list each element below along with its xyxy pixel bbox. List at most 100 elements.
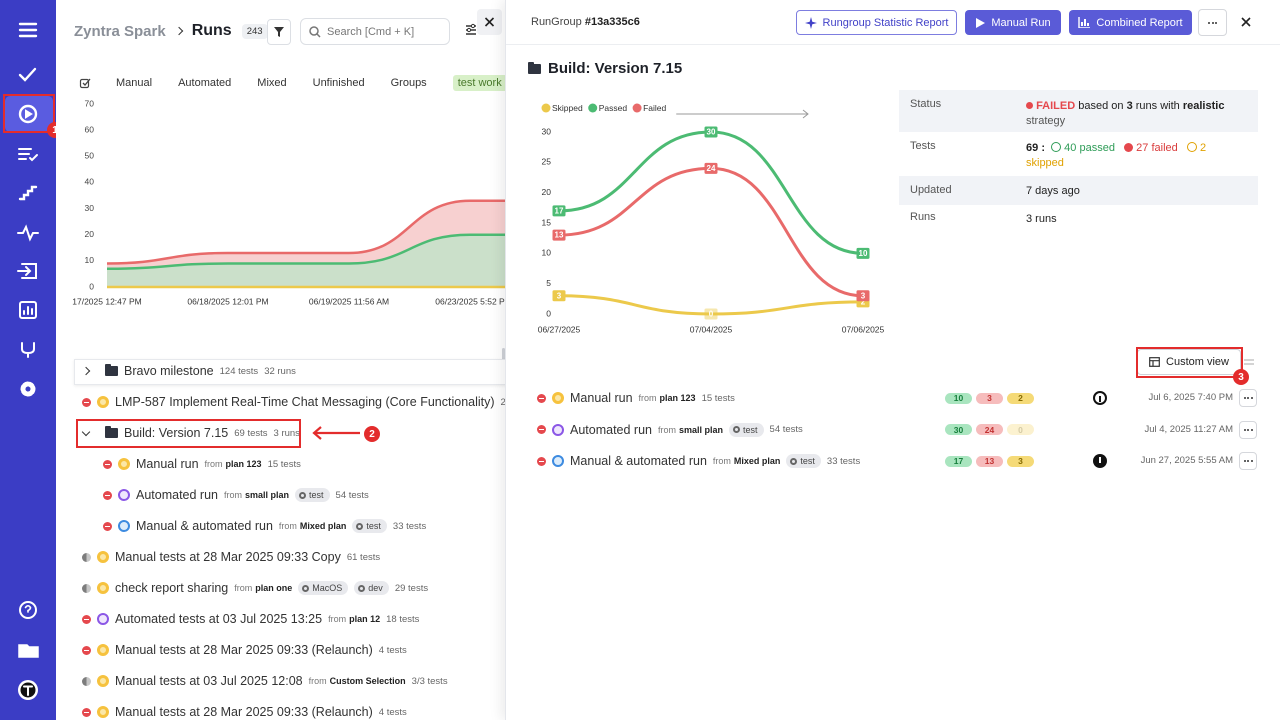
run-name[interactable]: Manual tests at 28 Mar 2025 09:33 (Relau… xyxy=(115,705,373,719)
folder-icon[interactable] xyxy=(18,644,39,658)
check-icon[interactable] xyxy=(18,67,37,82)
play-icon[interactable] xyxy=(18,104,38,124)
tag: MacOS xyxy=(298,581,349,595)
list-icon[interactable] xyxy=(18,148,38,162)
data-label-box xyxy=(552,290,566,302)
search-box[interactable]: Search [Cmd + K] xyxy=(300,18,450,45)
run-row[interactable]: Manual tests at 28 Mar 2025 09:33 (Relau… xyxy=(82,638,407,662)
skipped-count: 2 xyxy=(1200,142,1207,154)
run-name[interactable]: Manual & automated run xyxy=(136,519,273,533)
more-button[interactable] xyxy=(1198,9,1227,36)
run-row[interactable]: Manual run from plan 123 15 tests xyxy=(537,386,735,410)
from-label: from xyxy=(224,490,242,500)
expand-toggle[interactable] xyxy=(81,366,91,376)
report-icon[interactable] xyxy=(19,301,37,319)
run-row[interactable]: LMP-587 Implement Real-Time Chat Messagi… xyxy=(82,390,505,414)
run-row[interactable]: Bravo milestone 124 tests 32 runs xyxy=(79,359,296,383)
filter-tab[interactable]: Unfinished xyxy=(312,77,365,89)
steps-icon[interactable] xyxy=(18,185,38,201)
run-row[interactable]: Manual & automated run from Mixed plan test… xyxy=(103,514,426,538)
columns-icon[interactable] xyxy=(1243,356,1255,368)
run-row[interactable]: Manual tests at 28 Mar 2025 09:33 (Relau… xyxy=(82,700,407,720)
test-count: 4 tests xyxy=(378,644,407,656)
row-more-button[interactable] xyxy=(1239,420,1257,439)
tag-icon xyxy=(299,491,307,499)
run-name[interactable]: Manual tests at 03 Jul 2025 12:08 xyxy=(115,674,303,688)
run-name[interactable]: Bravo milestone xyxy=(124,364,214,378)
run-name[interactable]: Manual tests at 28 Mar 2025 09:33 Copy xyxy=(115,550,341,564)
folder-icon xyxy=(105,364,118,376)
manual-run-button[interactable]: Manual Run xyxy=(965,10,1061,35)
pulse-icon[interactable] xyxy=(17,224,39,242)
status-icon xyxy=(82,676,91,686)
tag: test xyxy=(786,454,821,468)
run-name[interactable]: Manual & automated run xyxy=(570,454,707,468)
user-avatar-mark xyxy=(23,685,33,696)
legend-swatch xyxy=(541,103,551,113)
tests-separator: : xyxy=(1041,142,1045,154)
from-label: from xyxy=(204,459,223,469)
filter-tab[interactable]: test work xyxy=(452,75,505,91)
report-bars xyxy=(23,306,33,315)
run-row[interactable]: Build: Version 7.15 69 tests 3 runs xyxy=(79,421,300,445)
run-name[interactable]: Manual run xyxy=(570,391,633,405)
statistic-report-button[interactable]: Rungroup Statistic Report xyxy=(796,10,957,35)
status-row: Status FAILED based on 3 runs with reali… xyxy=(899,90,1258,132)
run-name[interactable]: Manual tests at 28 Mar 2025 09:33 (Relau… xyxy=(115,643,373,657)
run-name[interactable]: Automated run xyxy=(570,422,652,437)
area xyxy=(107,234,505,287)
run-row[interactable]: Automated run from small plan test 54 tests xyxy=(537,418,803,442)
run-row[interactable]: Automated tests at 03 Jul 2025 13:25 from… xyxy=(82,607,419,631)
rungroup-runs: Manual run from plan 123 15 tests 10 3 2 Jul 6,… xyxy=(506,0,1280,720)
y-tick-label: 10 xyxy=(85,255,95,265)
test-count: 3/3 tests xyxy=(411,675,448,687)
skipped-text: skipped xyxy=(1026,157,1064,169)
filter-tab[interactable]: Mixed xyxy=(257,77,287,89)
rungroup-label: RunGroup xyxy=(531,16,582,28)
x-tick-label: 07/06/2025 xyxy=(842,324,885,334)
run-name[interactable]: check report sharing xyxy=(115,581,229,595)
run-row[interactable]: Automated run from small plan test 54 tests xyxy=(103,483,369,507)
view-settings-icon[interactable] xyxy=(464,22,478,38)
run-name[interactable]: Manual run xyxy=(136,457,199,471)
x-tick-label: 06/19/2025 11:56 AM xyxy=(309,296,389,306)
close-panel-button[interactable] xyxy=(1238,14,1254,30)
from-label: from xyxy=(658,424,676,435)
run-date: Jul 4, 2025 11:27 AM xyxy=(1144,423,1233,435)
select-all-icon[interactable] xyxy=(79,77,91,89)
run-row[interactable]: Manual run from plan 123 15 tests xyxy=(103,452,301,476)
row-more-button[interactable] xyxy=(1239,452,1257,470)
combined-report-button[interactable]: Combined Report xyxy=(1069,10,1192,35)
custom-view-button[interactable]: Custom view xyxy=(1137,349,1241,375)
test-count: 54 tests xyxy=(769,424,803,435)
run-name[interactable]: Automated run xyxy=(136,488,218,502)
play-triangle xyxy=(25,109,33,119)
dot xyxy=(1247,397,1249,399)
close-overlay-button[interactable] xyxy=(477,9,502,35)
help-icon[interactable] xyxy=(19,601,37,619)
run-row[interactable]: Manual tests at 28 Mar 2025 09:33 Copy 61… xyxy=(82,545,380,569)
settings-icon[interactable] xyxy=(20,381,36,397)
dot xyxy=(1243,428,1246,431)
run-row[interactable]: Manual tests at 03 Jul 2025 12:08 from Cus… xyxy=(82,669,448,693)
branch-icon[interactable] xyxy=(21,342,35,358)
run-row[interactable]: check report sharing from plan one MacOS dev… xyxy=(82,576,428,600)
filter-tab[interactable]: Automated xyxy=(178,77,232,89)
status-icon xyxy=(82,552,91,562)
legend-label: Failed xyxy=(643,103,666,113)
status-runs: 3 xyxy=(1126,100,1133,112)
tag: test xyxy=(729,422,764,437)
import-icon[interactable] xyxy=(17,263,37,279)
filter-button[interactable] xyxy=(267,19,291,45)
rungroup-heading: RunGroup #13a335c6 xyxy=(531,16,640,28)
row-more-button[interactable] xyxy=(1239,389,1257,407)
run-name[interactable]: Automated tests at 03 Jul 2025 13:25 xyxy=(115,612,323,626)
run-name[interactable]: Build: Version 7.15 xyxy=(124,426,229,440)
line xyxy=(106,199,505,265)
menu-icon[interactable] xyxy=(18,22,38,38)
project-name[interactable]: Zyntra Spark xyxy=(74,22,166,40)
filter-tab[interactable]: Groups xyxy=(390,77,427,89)
filter-tab[interactable]: Manual xyxy=(116,77,153,89)
run-row[interactable]: Manual & automated run from Mixed plan test… xyxy=(537,449,860,473)
run-name[interactable]: LMP-587 Implement Real-Time Chat Messagi… xyxy=(115,395,495,409)
